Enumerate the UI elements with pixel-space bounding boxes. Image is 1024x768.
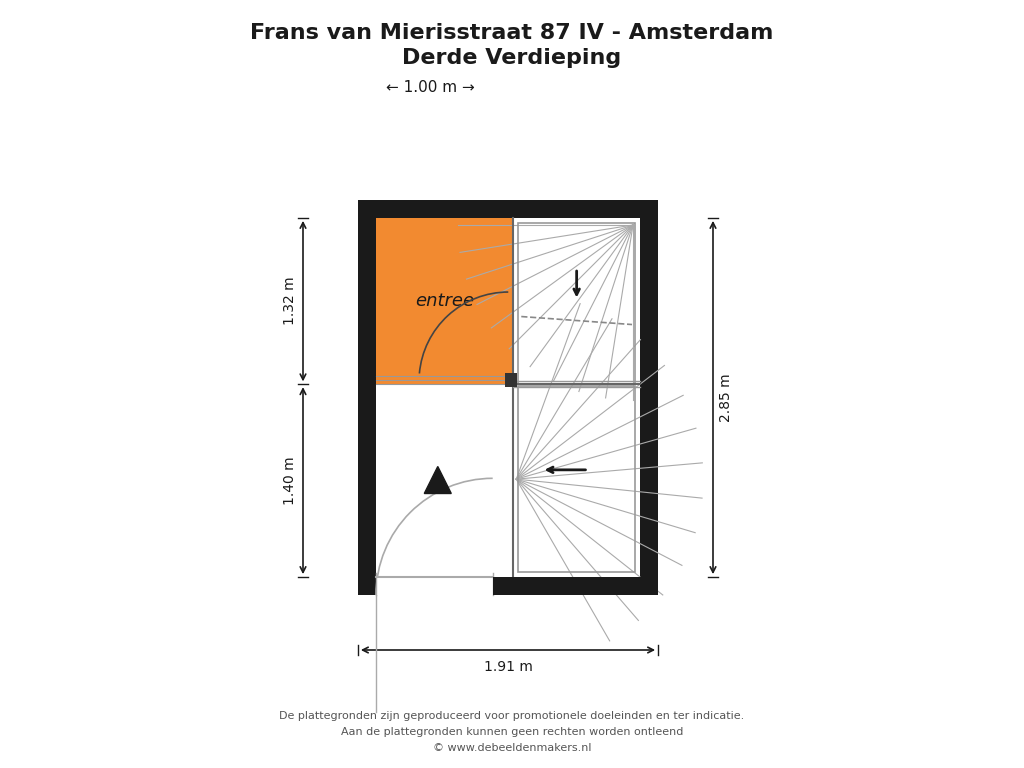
Text: Frans van Mierisstraat 87 IV - Amsterdam: Frans van Mierisstraat 87 IV - Amsterdam	[250, 23, 774, 43]
Text: 1.32 m: 1.32 m	[283, 276, 297, 326]
Bar	[493, 577, 658, 595]
Text: 1.40 m: 1.40 m	[283, 456, 297, 505]
Text: De plattegronden zijn geproduceerd voor promotionele doeleinden en ter indicatie: De plattegronden zijn geproduceerd voor …	[280, 711, 744, 721]
Text: 1.91 m: 1.91 m	[483, 660, 532, 674]
Bar	[518, 386, 635, 572]
Bar	[376, 218, 513, 384]
Bar	[376, 218, 640, 577]
Text: Derde Verdieping: Derde Verdieping	[402, 48, 622, 68]
Text: © www.debeeldenmakers.nl: © www.debeeldenmakers.nl	[433, 743, 591, 753]
Polygon shape	[424, 466, 452, 494]
Bar	[505, 373, 517, 387]
Bar	[518, 223, 635, 384]
Bar	[513, 218, 640, 577]
Text: Aan de plattegronden kunnen geen rechten worden ontleend: Aan de plattegronden kunnen geen rechten…	[341, 727, 683, 737]
Text: ← 1.00 m →: ← 1.00 m →	[386, 81, 474, 95]
Text: 2.85 m: 2.85 m	[719, 373, 733, 422]
Bar	[376, 384, 513, 577]
Bar	[376, 576, 493, 595]
Text: entree: entree	[415, 292, 474, 310]
Bar	[358, 200, 658, 595]
